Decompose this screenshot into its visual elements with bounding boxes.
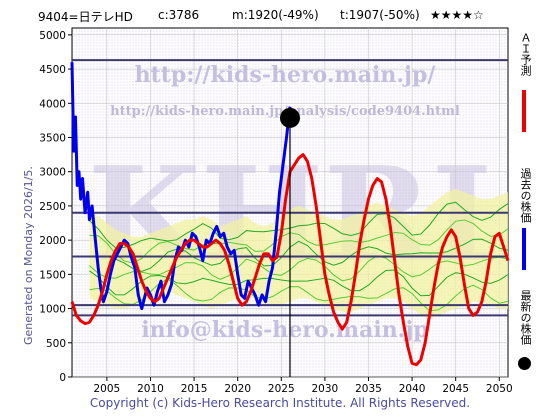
y-axis-ticks: 0 500 1000 1500 2000 2500 3000 3500 4000 4500 5000 [39, 30, 72, 384]
watermark-email: info@kids-hero.main.jp [141, 317, 428, 343]
legend-past-price: 過去の株価 [519, 168, 532, 223]
forecast-band [89, 188, 509, 319]
band-line [89, 238, 509, 272]
x-tick-label: 2020 [224, 383, 251, 395]
y-tick-label: 2500 [39, 201, 66, 213]
x-tick-label: 2030 [312, 383, 339, 395]
x-tick-label: 2025 [268, 383, 295, 395]
y-tick-label: 3500 [39, 132, 66, 144]
x-axis-ticks: 2005 2010 2015 2020 2025 2030 2035 2040 2045 2050 [94, 377, 513, 395]
y-tick-label: 2000 [39, 235, 66, 247]
y-tick-label: 4000 [39, 98, 66, 110]
legend-latest-dot [518, 357, 531, 370]
generated-date-note: Generated on Monday 2026/1/5. [22, 166, 35, 345]
band-line [89, 269, 509, 297]
watermark-url: http://kids-hero.main.jp/ [135, 62, 437, 88]
y-tick-label: 0 [59, 372, 66, 384]
band-fill [89, 188, 508, 319]
legend-ai-bar [522, 90, 526, 132]
copyright-footer: Copyright (c) Kids-Hero Research Institu… [89, 396, 471, 410]
y-tick-label: 1000 [39, 304, 66, 316]
x-tick-label: 2045 [442, 383, 469, 395]
legend-ai-forecast: ＡＩ予測 [519, 32, 532, 76]
legend-past-bar [522, 228, 526, 270]
legend-latest-price: 最新の株価 [519, 290, 532, 345]
y-tick-label: 3000 [39, 167, 66, 179]
y-tick-label: 5000 [39, 30, 66, 42]
x-tick-label: 2015 [181, 383, 208, 395]
rating-stars: ★★★★☆ [430, 8, 484, 22]
current-price-marker [280, 107, 300, 128]
x-tick-label: 2040 [399, 383, 426, 395]
m-value: m:1920(-49%) [232, 8, 319, 22]
x-tick-label: 2005 [94, 383, 121, 395]
band-line [89, 219, 509, 264]
y-tick-label: 1500 [39, 269, 66, 281]
series-past-price [70, 62, 292, 311]
chart-header: 9404=日テレHD c:3786 m:1920(-49%) t:1907(-5… [0, 0, 560, 26]
x-tick-label: 2010 [137, 383, 164, 395]
t-value: t:1907(-50%) [340, 8, 420, 22]
y-tick-label: 4500 [39, 64, 66, 76]
current-price: c:3786 [158, 8, 200, 22]
current-marker-group [280, 107, 300, 377]
y-tick-label: 500 [46, 338, 66, 350]
x-tick-label: 2050 [486, 383, 513, 395]
x-tick-label: 2035 [355, 383, 382, 395]
stock-code-name: 9404=日テレHD [38, 10, 133, 24]
